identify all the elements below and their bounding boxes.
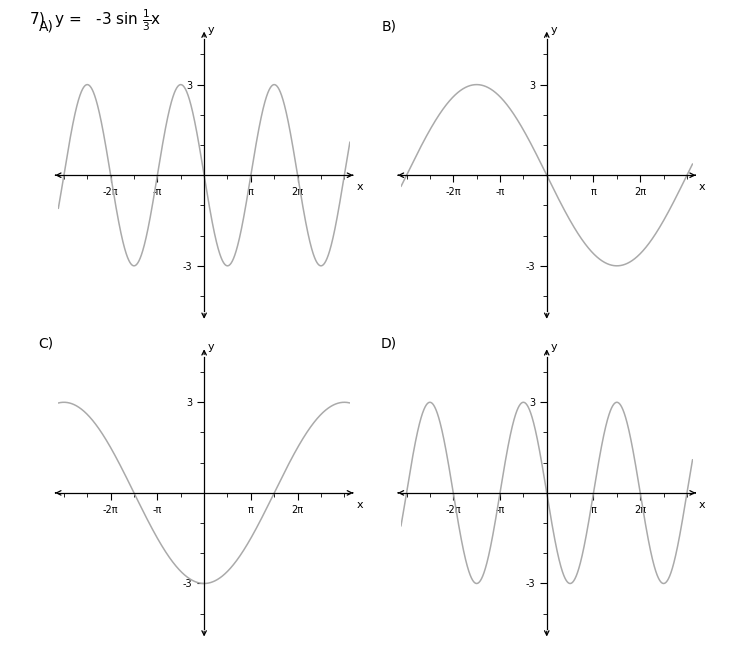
Text: y: y	[208, 25, 214, 35]
Text: B): B)	[381, 19, 397, 33]
Text: x: x	[356, 182, 363, 193]
Text: 7)  y =   -3 sin $\frac{1}{3}$x: 7) y = -3 sin $\frac{1}{3}$x	[29, 8, 162, 33]
Text: x: x	[699, 500, 706, 510]
Text: y: y	[550, 25, 557, 35]
Text: y: y	[208, 343, 214, 352]
Text: x: x	[699, 182, 706, 193]
Text: y: y	[550, 343, 557, 352]
Text: A): A)	[39, 19, 54, 33]
Text: C): C)	[39, 337, 54, 351]
Text: D): D)	[381, 337, 397, 351]
Text: x: x	[356, 500, 363, 510]
